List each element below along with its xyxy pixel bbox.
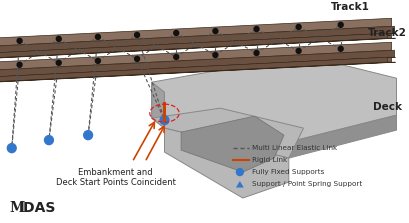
Polygon shape [0,26,393,53]
Text: IDAS: IDAS [18,201,56,215]
Circle shape [173,31,178,35]
Circle shape [83,131,92,140]
Polygon shape [181,116,283,172]
Circle shape [295,48,300,53]
Circle shape [17,38,22,43]
Circle shape [56,60,61,65]
Text: M: M [10,201,25,215]
Text: Multi Linear Elastic Link: Multi Linear Elastic Link [251,145,336,151]
Polygon shape [151,108,303,158]
Circle shape [7,144,16,153]
Circle shape [337,22,342,27]
Text: Track2: Track2 [367,28,406,38]
Text: Rigid Link: Rigid Link [251,157,286,163]
Circle shape [173,54,178,60]
Text: Fully Fixed Supports: Fully Fixed Supports [251,169,323,175]
Text: Deck: Deck [372,102,401,112]
Polygon shape [0,33,391,58]
Polygon shape [288,115,396,158]
Circle shape [212,52,217,58]
Circle shape [95,58,100,63]
Polygon shape [0,33,395,53]
Polygon shape [0,38,395,58]
Polygon shape [0,50,393,77]
Circle shape [56,36,61,41]
Polygon shape [0,62,395,82]
Circle shape [254,27,258,31]
Circle shape [212,29,217,33]
Circle shape [337,46,342,51]
Polygon shape [164,128,288,198]
Circle shape [45,136,53,145]
Polygon shape [235,181,243,188]
Polygon shape [0,57,387,82]
Circle shape [254,50,258,56]
Polygon shape [151,82,164,128]
Circle shape [160,116,169,125]
Text: Track1: Track1 [330,2,369,12]
Circle shape [295,24,300,29]
Text: Support / Point Spring Support: Support / Point Spring Support [251,181,361,187]
Circle shape [236,169,243,176]
Polygon shape [151,55,396,142]
Circle shape [17,62,22,67]
Circle shape [134,32,139,37]
Polygon shape [0,57,391,82]
Text: Embankment and
Deck Start Points Coincident: Embankment and Deck Start Points Coincid… [56,168,175,188]
Polygon shape [0,42,391,70]
Polygon shape [0,57,395,77]
Circle shape [134,56,139,61]
Polygon shape [0,18,391,46]
Polygon shape [0,33,387,58]
Circle shape [95,34,100,39]
